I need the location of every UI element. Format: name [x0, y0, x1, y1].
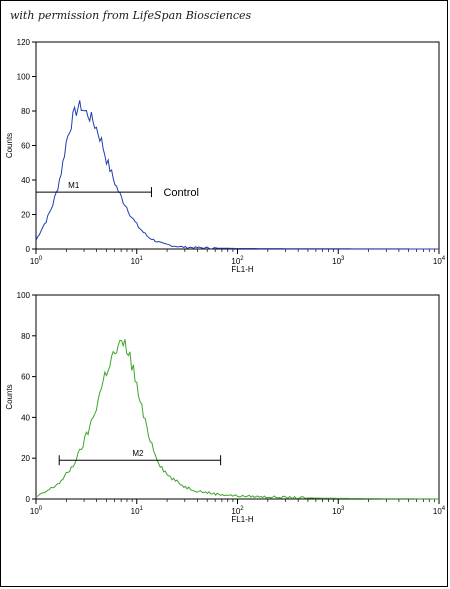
plot-frame — [35, 294, 440, 500]
y-tick-label: 80 — [21, 332, 30, 341]
y-tick-label: 100 — [17, 291, 31, 300]
x-axis-label: FL1-H — [231, 515, 253, 524]
x-tick-label: 101 — [131, 506, 144, 516]
x-tick-label: 101 — [131, 256, 144, 266]
histogram-control-svg: 0 20 40 60 80 100 120 100 101 102 103 104 Counts FL1-… — [5, 38, 446, 274]
y-tick-label: 20 — [21, 454, 30, 463]
plot-frame — [35, 41, 440, 250]
histogram-sample: 0 20 40 60 80 100 100 101 102 103 104 Counts FL1-H M2 — [0, 280, 450, 540]
y-tick-label: 120 — [17, 38, 31, 47]
histogram-line — [35, 339, 439, 500]
y-tick-label: 60 — [21, 142, 30, 151]
x-tick-label: 104 — [433, 256, 446, 266]
x-tick-label: 100 — [30, 506, 43, 516]
y-tick-label: 40 — [21, 413, 30, 422]
y-tick-label: 0 — [26, 245, 31, 254]
y-tick-label: 60 — [21, 373, 30, 382]
x-tick-label: 100 — [30, 256, 43, 266]
x-tick-label: 102 — [231, 256, 244, 266]
gate-label: M2 — [132, 449, 144, 458]
x-tick-label: 103 — [332, 506, 345, 516]
y-tick-label: 0 — [26, 495, 31, 504]
y-axis-label: Counts — [5, 384, 14, 409]
gate-label: M1 — [68, 181, 80, 190]
x-axis-label: FL1-H — [231, 265, 253, 274]
x-tick-label: 104 — [433, 506, 446, 516]
histogram-control: 0 20 40 60 80 100 120 100 101 102 103 104 Counts FL1-… — [0, 0, 450, 280]
y-tick-label: 40 — [21, 176, 30, 185]
x-tick-label: 102 — [231, 506, 244, 516]
y-tick-label: 100 — [17, 73, 31, 82]
y-tick-label: 20 — [21, 211, 30, 220]
histogram-line — [35, 100, 439, 250]
y-axis-label: Counts — [5, 133, 14, 158]
x-tick-label: 103 — [332, 256, 345, 266]
histogram-sample-svg: 0 20 40 60 80 100 100 101 102 103 104 Counts FL1-H M2 — [5, 291, 446, 524]
y-tick-label: 80 — [21, 107, 30, 116]
control-annotation: Control — [163, 187, 198, 199]
watermark-text: with permission from LifeSpan Bioscience… — [10, 9, 252, 22]
